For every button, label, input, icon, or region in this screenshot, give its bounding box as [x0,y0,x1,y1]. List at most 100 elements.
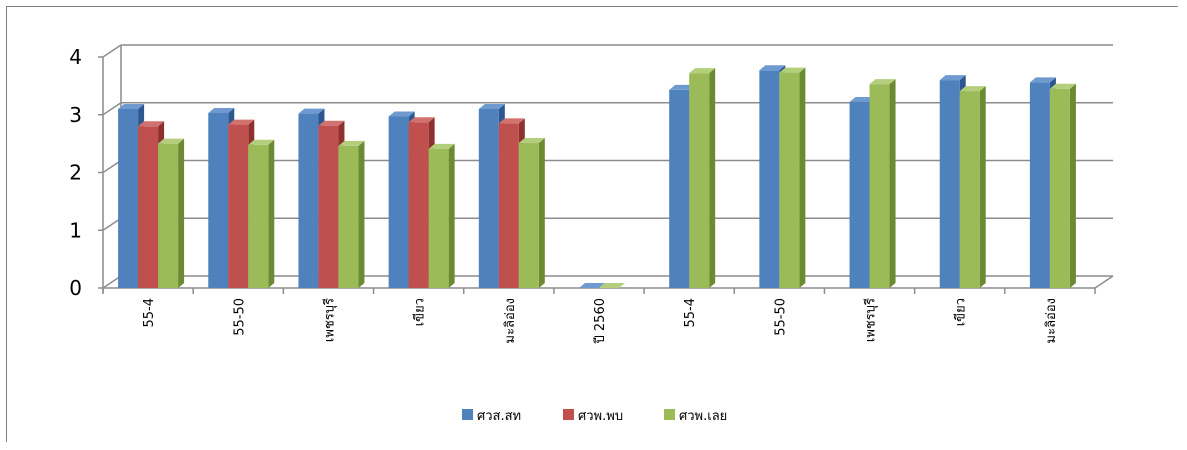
bar-top [158,138,185,144]
bar-side [448,143,455,288]
bar [158,138,185,288]
x-category-label: 55-4 [142,298,157,328]
y-tick-label: 3 [69,103,82,127]
bar-front [248,144,269,288]
bar-top [118,103,145,109]
x-category-label: เพชรบุรี [321,298,337,342]
bar [599,283,625,288]
legend-swatch [563,409,574,420]
bar-top [849,97,876,103]
bar-top [669,84,696,90]
x-category-label: เขียว [412,298,428,326]
bar-top [779,67,806,73]
bar-front [318,125,339,288]
bars [118,65,1076,288]
gridline-edge [102,159,122,174]
bar-top [1049,83,1076,89]
bar-top [959,86,986,92]
bar-top [338,140,365,146]
gridline-edge [102,217,122,231]
bar-top [318,120,345,126]
bar-front [388,116,409,288]
bar-front [759,70,780,288]
bar-front [689,73,710,288]
bar-top [298,108,325,114]
bar-front [338,145,359,288]
x-category-label: 55-50 [232,298,247,336]
legend-swatch [664,409,675,420]
bar-front [158,143,179,288]
bar-front [779,72,800,288]
floor-edge [1094,275,1114,289]
bar-top [1029,77,1056,83]
bar-top [939,75,966,81]
x-category-label: ปี 2560 [592,298,608,344]
bar-top [248,139,275,145]
bar-front [939,80,960,288]
legend: ศวส.สท ศวพ.พบ ศวพ.เลย [462,409,727,424]
bar [579,283,605,288]
bar-front [408,122,429,288]
bar-top [518,138,545,144]
bar [428,143,455,288]
bar [338,140,365,288]
bar [779,67,806,288]
bar-side [799,67,806,288]
bar-side [178,138,185,288]
x-category-label: 55-50 [773,298,788,336]
bar-front [478,108,499,288]
bar-side [709,68,716,288]
gridline-edge [102,275,122,289]
bar-front [208,113,229,288]
chart-frame [6,6,1178,442]
bar [1049,83,1076,288]
bar-side [979,86,986,288]
bar [248,139,275,288]
x-category-label: มะลิอ่อง [1044,298,1059,343]
bar-top [759,65,786,71]
bar-front [1049,88,1070,288]
bar-top [138,121,165,127]
bar-top [408,117,435,123]
bar-front [298,113,319,288]
x-category-label: เพชรบุรี [863,298,879,342]
bar-front [498,123,519,288]
bar-top [869,79,896,85]
legend-swatch [462,409,473,420]
bar-top [579,283,605,288]
bar-top [208,108,235,114]
bar-top [689,68,716,74]
y-tick-label: 1 [69,218,82,242]
bar-front [959,91,980,288]
y-tick-label: 2 [69,161,82,185]
bar-front [428,148,449,288]
bar-front [118,108,139,288]
bar-side [358,140,365,288]
x-axis-labels: 55-4 55-50 เพชรบุรี เขียว มะลิอ่อง ปี 2560 55-… [142,298,1059,344]
bar-top [388,111,415,117]
bar-side [889,79,896,288]
bar-top [228,119,255,125]
y-tick-label: 4 [69,45,82,69]
bar [959,86,986,288]
bar-front [228,124,249,288]
bar-side [538,138,545,288]
y-axis-ticks: 0 1 2 3 4 [69,45,82,300]
gridline-edge [102,44,122,58]
bar-front [849,102,870,288]
legend-label: ศวพ.พบ [578,409,623,424]
bar-front [1029,82,1050,288]
bar-side [268,139,275,288]
bar-top [599,283,625,288]
bar [518,138,545,288]
bar-side [1069,83,1076,288]
bar-top [498,118,525,124]
gridline-edge [102,102,122,116]
legend-label: ศวพ.เลย [679,409,727,424]
x-category-label: เขียว [953,298,969,326]
legend-label: ศวส.สท [477,409,521,424]
x-category-label: 55-4 [683,298,698,328]
bar-top [478,103,505,109]
bar-front [869,84,890,288]
